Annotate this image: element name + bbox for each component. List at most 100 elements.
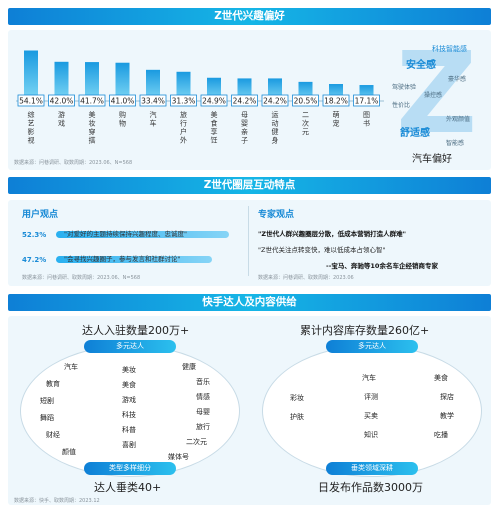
content-category: 护肤 [290,413,304,421]
stat-percent: 52.3% [22,231,47,239]
creator-category: 汽车 [64,363,78,371]
category-label: 美 [211,110,218,119]
supply-right-headline: 累计内容库存数量260亿+ [300,324,430,337]
category-label: 宠 [333,119,340,128]
category-label: 动 [272,119,279,128]
value-label: 18.2% [324,97,348,106]
creator-category: 喜剧 [122,441,136,449]
creator-category: 财经 [46,431,60,439]
creator-category: 美食 [122,381,136,389]
expert-views-title: 专家观点 [258,210,295,220]
category-label: 次 [302,119,309,128]
category-label: 搭 [89,136,96,145]
creator-category: 游戏 [122,396,136,404]
section-title-supply: 快手达人及内容供给 [8,294,491,311]
content-category: 评测 [364,393,378,401]
value-label-box [200,94,228,107]
right-bottom-pill: 垂类领域深耕 [326,462,418,475]
content-category: 美食 [434,374,448,382]
value-label: 20.5% [294,97,318,106]
category-label: 外 [180,136,187,145]
value-label: 42.0% [50,97,74,106]
stat-bar-1 [56,231,229,238]
category-label: 游 [58,110,65,119]
supply-left-headline: 达人入驻数量200万+ [82,324,190,337]
creator-category: 旅行 [196,423,210,431]
creator-category: 科技 [122,411,136,419]
user-views-title: 用户观点 [22,210,59,220]
bar-购物 [115,62,130,101]
category-label: 车 [150,119,157,128]
category-label: 购 [119,110,126,119]
category-label: 元 [302,128,309,136]
wordcloud-word: 智能感 [446,140,465,147]
category-label: 健 [272,127,279,136]
bar-汽车 [146,69,160,101]
z-letter-graphic: Z [396,29,478,159]
value-label: 31.3% [172,97,196,106]
value-label-box [17,94,45,107]
wordcloud-word: 安全感 [406,60,436,71]
creator-category: 音乐 [196,378,210,386]
creator-category: 媒体号 [168,453,189,461]
expert-quote-2: "Z世代关注点转变快，难以低成本占领心智" [258,246,386,254]
content-category: 教学 [440,412,454,420]
value-label-box [322,94,350,107]
wordcloud-word: 舒适感 [400,128,430,139]
creator-category: 教育 [46,380,60,388]
content-category: 买卖 [364,412,378,420]
bar-旅行户外 [176,71,191,101]
value-label: 41.0% [111,97,135,106]
wordcloud-word: 外观颜值 [446,116,471,123]
content-category: 探店 [440,393,454,401]
value-label: 17.1% [355,97,379,106]
section-title-interest: Z世代兴趣偏好 [8,8,491,25]
right-top-pill: 多元达人 [326,340,418,353]
category-label: 美 [89,110,96,119]
value-label: 24.2% [263,97,287,106]
stat-text: "对爱好的主题持续保持兴趣程度、忠诚度" [64,230,187,238]
divider [248,206,249,276]
creator-category: 舞蹈 [40,414,54,422]
wordcloud-word: 科技智能感 [432,45,467,53]
category-label: 户 [180,127,187,136]
wordcloud-caption: 汽车偏好 [412,154,452,165]
supply-source-note: 数据来源：快手、取数周期：2023.12 [14,498,100,504]
category-label: 婴 [241,120,248,128]
creator-category: 母婴 [196,408,210,416]
category-label: 视 [28,136,35,145]
expert-quote-1: "Z世代人群兴趣圈层分散，低成本营销打造人群难" [258,230,406,238]
value-label: 24.2% [233,97,257,106]
right-ellipse [262,345,482,477]
category-label: 饪 [211,136,218,145]
category-label: 运 [272,111,279,119]
bar-游戏 [54,61,69,101]
category-label: 身 [272,136,279,145]
value-label-box [78,94,106,107]
value-label-box [170,94,197,107]
value-label-box [109,94,136,107]
value-label-box [353,94,380,107]
creator-category: 短剧 [40,397,54,405]
value-label: 24.9% [202,97,226,106]
wordcloud-word: 性价比 [392,102,411,109]
interaction-left-source: 数据来源：问巷调研、取数周期：2023.06、N=568 [22,275,141,281]
left-bottom-pill: 类型多样细分 [84,462,176,475]
content-category: 吃播 [434,431,448,439]
content-category: 汽车 [362,374,376,382]
category-label: 影 [28,127,35,136]
category-label: 穿 [89,127,96,136]
category-label: 戏 [58,119,65,128]
creator-category: 美妆 [122,366,136,374]
content-category: 知识 [364,431,378,439]
category-label: 综 [28,110,35,119]
creator-category: 颜值 [62,448,76,456]
value-label-box [292,94,319,107]
bar-综艺影视 [24,50,38,101]
chart-source-note: 数据来源：问巷调研、取数周期：2023.06、N=568 [14,160,133,166]
stat-percent: 47.2% [22,256,47,264]
category-label: 享 [211,127,218,136]
content-category: 彩妆 [290,394,304,402]
category-label: 书 [363,119,370,128]
